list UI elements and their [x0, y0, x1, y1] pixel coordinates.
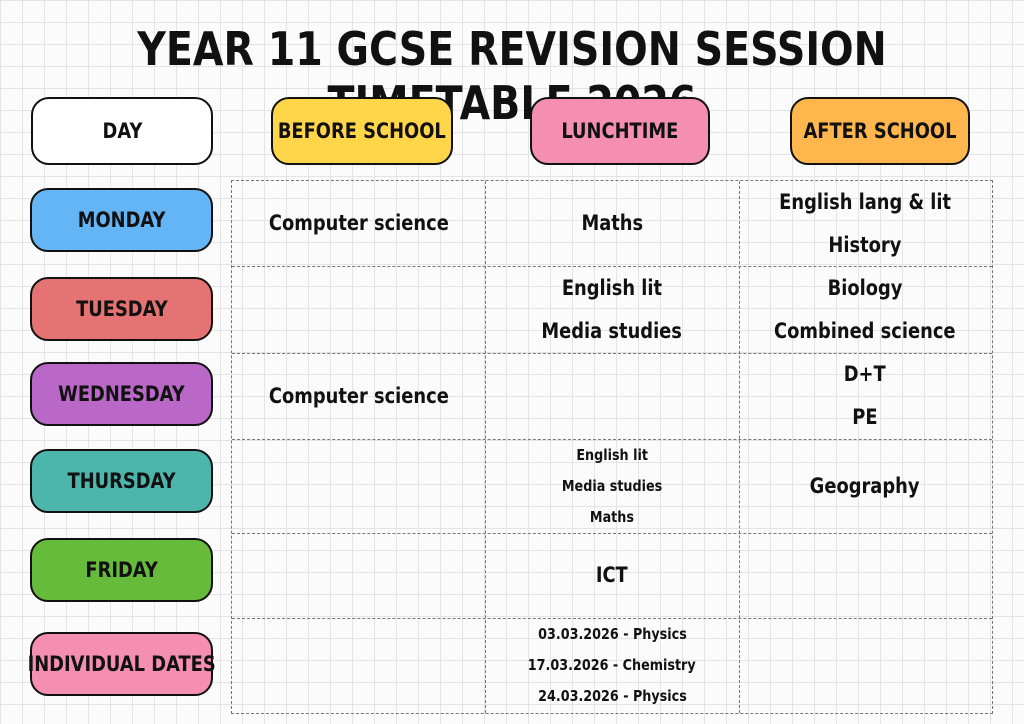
cell-tuesday-lunchtime: English lit Media studies [485, 266, 739, 353]
row-header-wednesday: WEDNESDAY [30, 362, 213, 426]
row-header-thursday: THURSDAY [30, 449, 213, 513]
cell-thursday-after-school: Geography [739, 439, 991, 533]
cell-line: Combined science [774, 318, 956, 343]
header-lunchtime: LUNCHTIME [530, 97, 710, 165]
row-header-monday: MONDAY [30, 188, 213, 252]
row-header-label: WEDNESDAY [58, 382, 185, 406]
header-before-school-label: BEFORE SCHOOL [278, 119, 446, 143]
row-header-friday: FRIDAY [30, 538, 213, 602]
header-lunchtime-label: LUNCHTIME [561, 119, 679, 143]
cell-line: Biology [827, 275, 903, 300]
grid-divider [232, 533, 992, 534]
cell-line: 24.03.2026 - Physics [537, 687, 687, 705]
row-header-label: FRIDAY [85, 558, 158, 582]
grid-divider [232, 618, 992, 619]
cell-line: English lit [576, 445, 648, 464]
cell-line: Media studies [541, 318, 683, 343]
cell-line: History [828, 232, 902, 257]
grid-divider [232, 266, 992, 267]
cell-friday-lunchtime: ICT [485, 533, 739, 618]
cell-line: Geography [810, 473, 920, 498]
cell-line: Maths [581, 211, 643, 235]
cell-line: ICT [596, 563, 628, 587]
grid-divider [232, 439, 992, 440]
header-before-school: BEFORE SCHOOL [271, 97, 453, 165]
header-day-label: DAY [102, 119, 142, 143]
header-day: DAY [31, 97, 213, 165]
cell-line: 17.03.2026 - Chemistry [528, 656, 696, 674]
grid-divider [739, 181, 740, 713]
cell-line: Computer science [268, 383, 449, 408]
cell-line: D+T [844, 362, 886, 386]
cell-line: English lang & lit [779, 189, 951, 214]
cell-monday-after-school: English lang & lit History [739, 181, 991, 266]
row-header-label: THURSDAY [67, 469, 176, 493]
cell-wednesday-before-school: Computer science [232, 353, 485, 439]
row-header-individual-dates: INDIVIDUAL DATES [27, 632, 216, 696]
cell-monday-lunchtime: Maths [485, 181, 739, 266]
header-after-school-label: AFTER SCHOOL [803, 119, 957, 143]
cell-tuesday-after-school: Biology Combined science [739, 266, 991, 353]
cell-wednesday-after-school: D+T PE [739, 353, 991, 439]
cell-line: Media studies [561, 476, 663, 495]
cell-line: PE [852, 405, 878, 429]
timetable-grid: Computer science Maths English lang & li… [231, 180, 993, 714]
header-after-school: AFTER SCHOOL [790, 97, 970, 165]
row-header-label: TUESDAY [75, 297, 168, 321]
grid-divider [485, 181, 486, 713]
grid-divider [232, 353, 992, 354]
row-header-label: MONDAY [77, 208, 166, 232]
cell-line: English lit [561, 275, 663, 300]
cell-line: 03.03.2026 - Physics [537, 625, 687, 643]
row-header-tuesday: TUESDAY [30, 277, 213, 341]
cell-line: Computer science [268, 211, 449, 235]
cell-individual-dates-lunchtime: 03.03.2026 - Physics 17.03.2026 - Chemis… [485, 618, 739, 713]
row-header-label: INDIVIDUAL DATES [27, 652, 216, 676]
cell-monday-before-school: Computer science [232, 181, 485, 266]
cell-thursday-lunchtime: English lit Media studies Maths [485, 439, 739, 533]
cell-line: Maths [589, 507, 635, 526]
